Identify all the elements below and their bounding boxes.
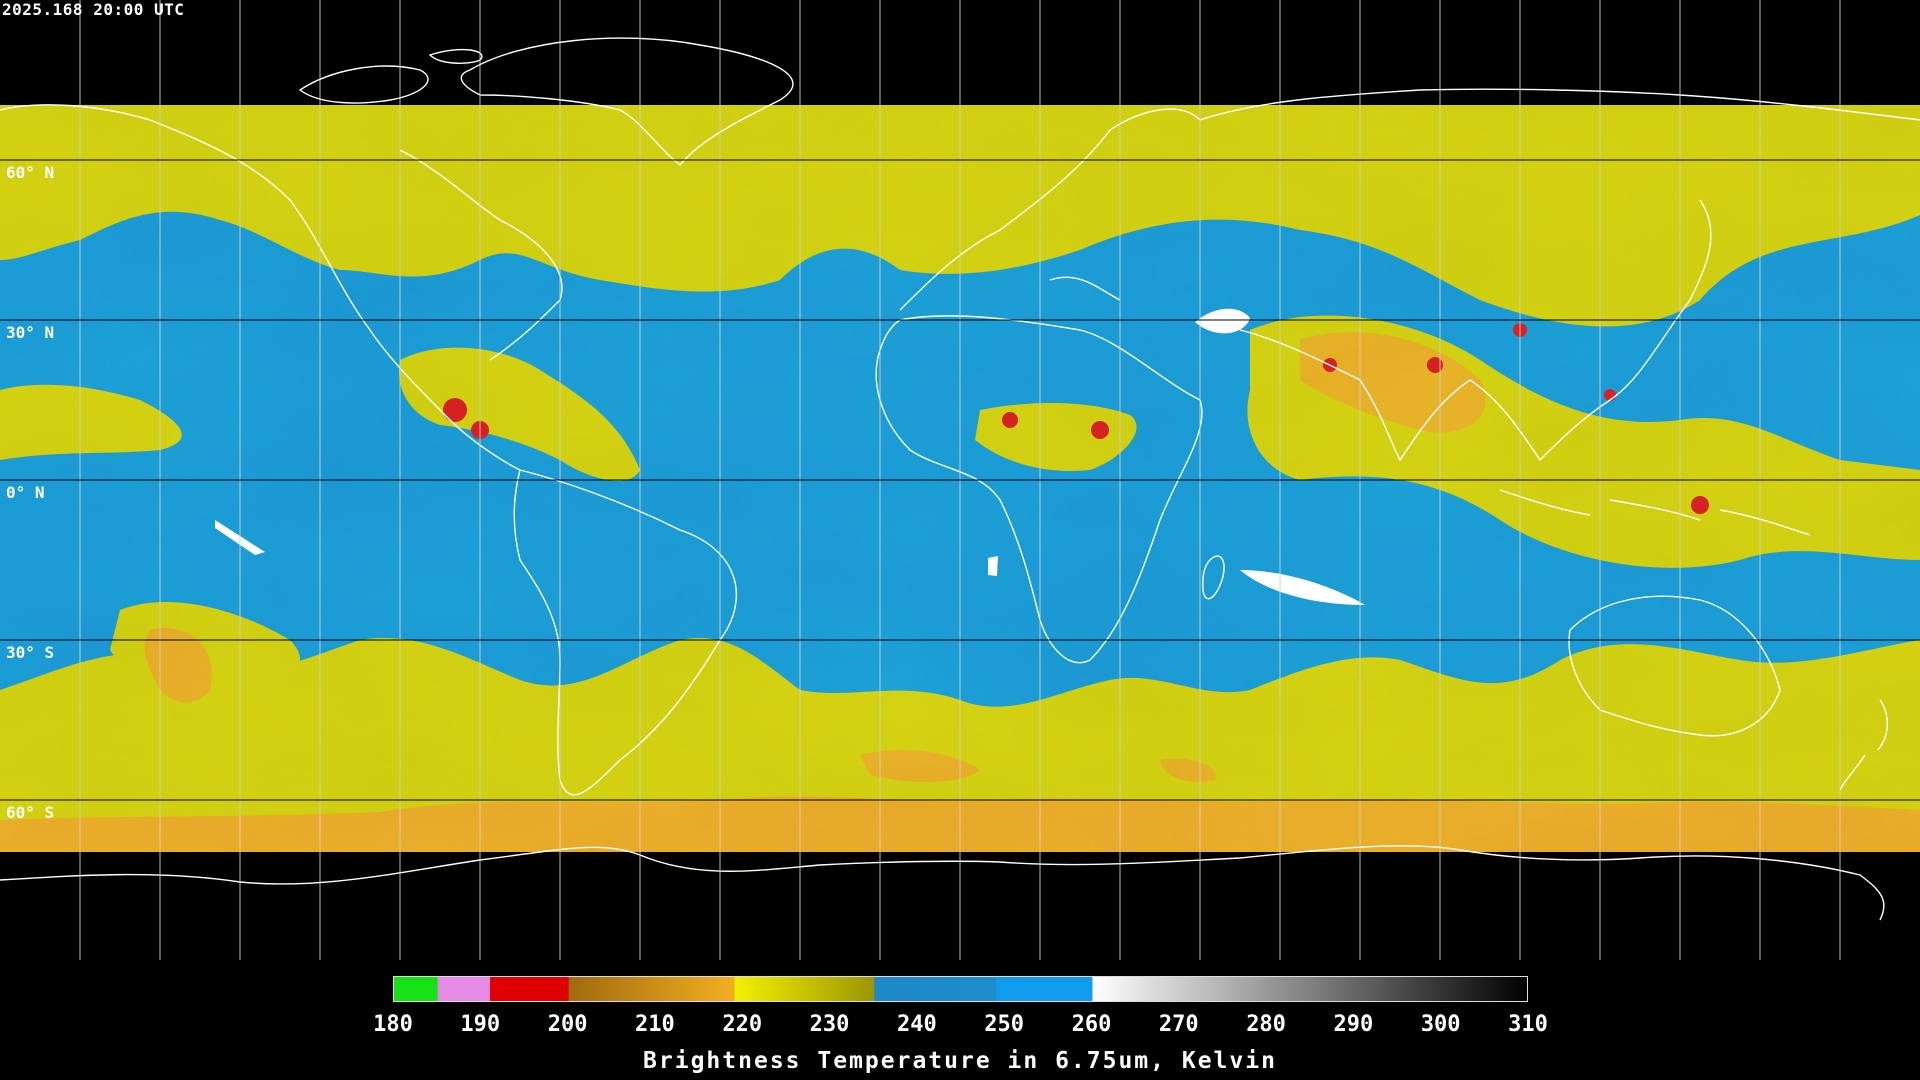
tick-label-220: 220 <box>722 1012 763 1037</box>
colorbar-segment <box>437 977 491 1001</box>
lat-label-60s: 60° S <box>6 803 55 822</box>
lat-label-60n: 60° N <box>6 163 55 182</box>
world-map <box>0 0 1920 960</box>
lat-label-30s: 30° S <box>6 643 55 662</box>
coastline-south-america <box>513 469 737 796</box>
colorbar-title: Brightness Temperature in 6.75um, Kelvin <box>643 1048 1277 1074</box>
coastline-arctic-islands <box>298 48 483 104</box>
colorbar-segment <box>996 977 1093 1001</box>
lat-label-30n: 30° N <box>6 323 55 342</box>
coastline-madagascar <box>1202 555 1225 600</box>
colorbar-segment <box>568 977 735 1001</box>
coastline-africa <box>875 315 1203 664</box>
tick-label-180: 180 <box>373 1012 413 1037</box>
map-panel: 2025.168 20:00 UTC 60° N 30° N 0° N 30° … <box>0 0 1920 960</box>
timestamp: 2025.168 20:00 UTC <box>2 0 185 19</box>
tick-label-270: 270 <box>1158 1012 1199 1037</box>
coastline-indonesia <box>1499 489 1811 536</box>
colorbar-segment <box>734 977 875 1001</box>
tick-label-230: 230 <box>809 1012 850 1037</box>
tick-label-250: 250 <box>984 1012 1025 1037</box>
colorbar-gradient <box>394 977 1527 1001</box>
tick-label-260: 260 <box>1071 1012 1112 1037</box>
tick-label-300: 300 <box>1420 1012 1461 1037</box>
graticule <box>0 0 1920 960</box>
coastline-antarctica <box>0 845 1885 921</box>
tick-label-240: 240 <box>896 1012 937 1037</box>
tick-label-200: 200 <box>547 1012 588 1037</box>
colorbar-segment <box>1092 977 1527 1001</box>
tick-label-310: 310 <box>1508 1012 1548 1037</box>
coastline-greenland <box>460 37 794 166</box>
colorbar-segment <box>490 977 570 1001</box>
lat-label-0n: 0° N <box>6 483 45 502</box>
coastline-new-zealand <box>1839 699 1888 791</box>
colorbar-segment <box>874 977 997 1001</box>
tick-label-190: 190 <box>460 1012 501 1037</box>
colorbar-segment <box>394 977 439 1001</box>
tick-label-210: 210 <box>635 1012 675 1037</box>
coastline-asia <box>1199 88 1920 462</box>
coastline-north-america <box>0 104 563 471</box>
colorbar <box>393 976 1528 1002</box>
tick-label-280: 280 <box>1246 1012 1286 1037</box>
tick-label-290: 290 <box>1333 1012 1374 1037</box>
coastline-europe <box>899 108 1201 311</box>
